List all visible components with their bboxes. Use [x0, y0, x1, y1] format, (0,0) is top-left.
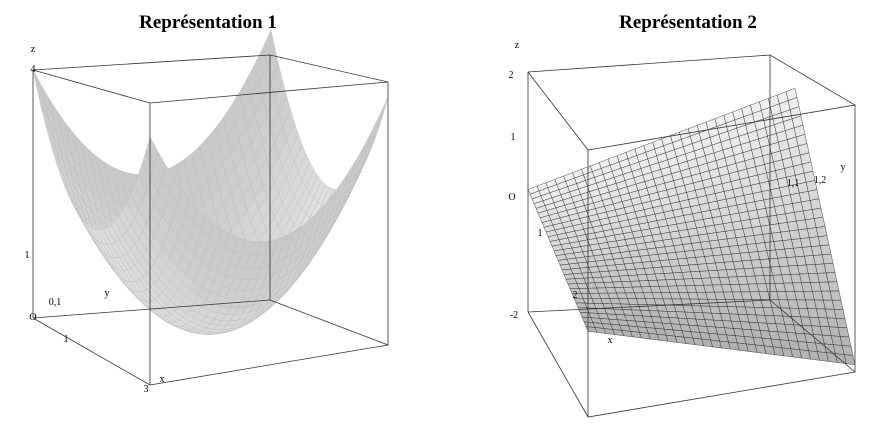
box-2	[527, 54, 857, 418]
axis-label: 1	[511, 132, 516, 143]
axis-label: y	[841, 162, 846, 173]
axis-label: 2	[509, 70, 514, 81]
mesh-cell	[567, 283, 580, 289]
axis-label: 1	[64, 334, 69, 345]
title: Représentation 2	[619, 12, 757, 33]
axis-label: z	[515, 40, 520, 51]
axis-label: 1	[538, 228, 543, 239]
axis-label: O	[29, 312, 36, 323]
axis-label: 1,1	[787, 178, 800, 189]
surface-1	[32, 29, 389, 335]
mesh-cell	[372, 110, 385, 141]
mesh-cell	[575, 302, 588, 309]
axis-label: y	[105, 288, 110, 299]
axis-label: 1	[25, 250, 30, 261]
mesh-cell	[585, 326, 598, 333]
box-1	[32, 54, 390, 386]
axis-label: O	[508, 192, 515, 203]
mesh-cell	[145, 136, 159, 166]
mesh-cell	[563, 273, 576, 280]
axis-label: 3	[144, 384, 149, 395]
axis-label: 4	[31, 64, 36, 75]
mesh-cell	[375, 96, 389, 129]
axis-label: z	[31, 44, 36, 55]
mesh-cell	[565, 278, 578, 285]
surface-2	[527, 87, 856, 365]
axis-label: 1,2	[814, 175, 827, 186]
mesh-cell	[577, 307, 590, 314]
mesh-cell	[561, 268, 574, 275]
title: Représentation 1	[139, 12, 277, 33]
axis-label: 2	[573, 290, 578, 301]
axis-label: x	[160, 374, 165, 385]
axis-label: 0,1	[49, 297, 62, 308]
axis-label: x	[608, 335, 613, 346]
axis-label: -2	[510, 310, 518, 321]
